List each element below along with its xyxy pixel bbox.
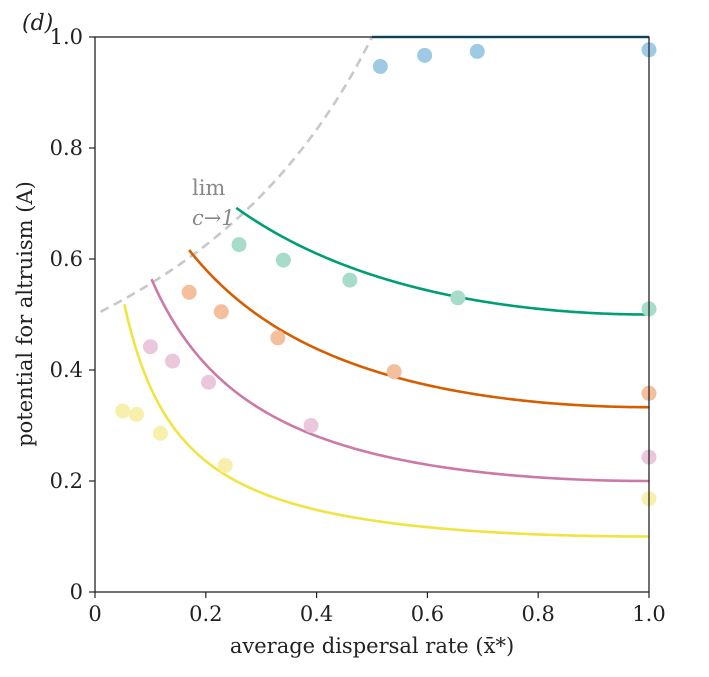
data-point-s5-4 xyxy=(217,457,233,473)
data-point-s2-1 xyxy=(231,237,247,253)
data-point-s4-3 xyxy=(201,374,217,390)
panel-label: (d) xyxy=(22,11,53,36)
data-point-s1-2 xyxy=(417,47,433,63)
data-point-s5-2 xyxy=(129,406,145,422)
x-tick-label-2: 0.4 xyxy=(300,602,333,626)
data-point-s2-3 xyxy=(342,272,358,288)
data-point-s5-3 xyxy=(152,425,168,441)
y-tick-label-3: 0.6 xyxy=(50,247,83,271)
data-point-s3-1 xyxy=(181,284,197,300)
y-tick-label-0: 0 xyxy=(70,580,83,604)
series-line-3 xyxy=(188,249,650,409)
series-line-2 xyxy=(235,206,649,316)
data-point-s1-1 xyxy=(372,58,388,74)
x-tick-label-3: 0.6 xyxy=(411,602,444,626)
y-tick-label-1: 0.2 xyxy=(50,469,83,493)
annotation-c-to-1: c→1 xyxy=(192,206,235,230)
data-point-s4-1 xyxy=(142,339,158,355)
data-point-s3-4 xyxy=(386,364,402,380)
y-axis-label: potential for altruism (A) xyxy=(13,181,37,447)
limit-curve-layer xyxy=(99,36,374,313)
x-tick-label-4: 0.8 xyxy=(521,602,554,626)
plot-frame xyxy=(94,36,650,593)
x-tick-label-1: 0.2 xyxy=(189,602,222,626)
data-points-layer xyxy=(115,42,657,507)
y-tick-label-2: 0.4 xyxy=(50,358,83,382)
data-point-s4-2 xyxy=(165,353,181,369)
data-point-s3-3 xyxy=(270,330,286,346)
limit-curve-dashed xyxy=(99,36,374,313)
series-line-4 xyxy=(150,278,649,483)
ticks-layer: 0 0.2 0.4 0.6 0.8 1.0 0 0.2 0.4 0.6 0.8 1.0 xyxy=(50,25,666,626)
y-tick-label-4: 0.8 xyxy=(50,136,83,160)
data-point-s4-4 xyxy=(303,418,319,433)
series-lines-layer xyxy=(123,35,650,538)
x-axis-label: average dispersal rate (x̄*) xyxy=(230,634,514,658)
data-point-s5-1 xyxy=(115,403,131,419)
data-point-s1-3 xyxy=(469,43,485,59)
annotation-lim: lim xyxy=(192,176,225,200)
data-point-s2-2 xyxy=(275,252,291,268)
series-line-5 xyxy=(123,303,649,538)
y-tick-label-5: 1.0 xyxy=(50,25,83,49)
data-point-s3-2 xyxy=(213,304,229,320)
x-tick-label-5: 1.0 xyxy=(632,602,665,626)
x-tick-label-0: 0 xyxy=(88,602,101,626)
data-point-s2-4 xyxy=(450,290,466,306)
